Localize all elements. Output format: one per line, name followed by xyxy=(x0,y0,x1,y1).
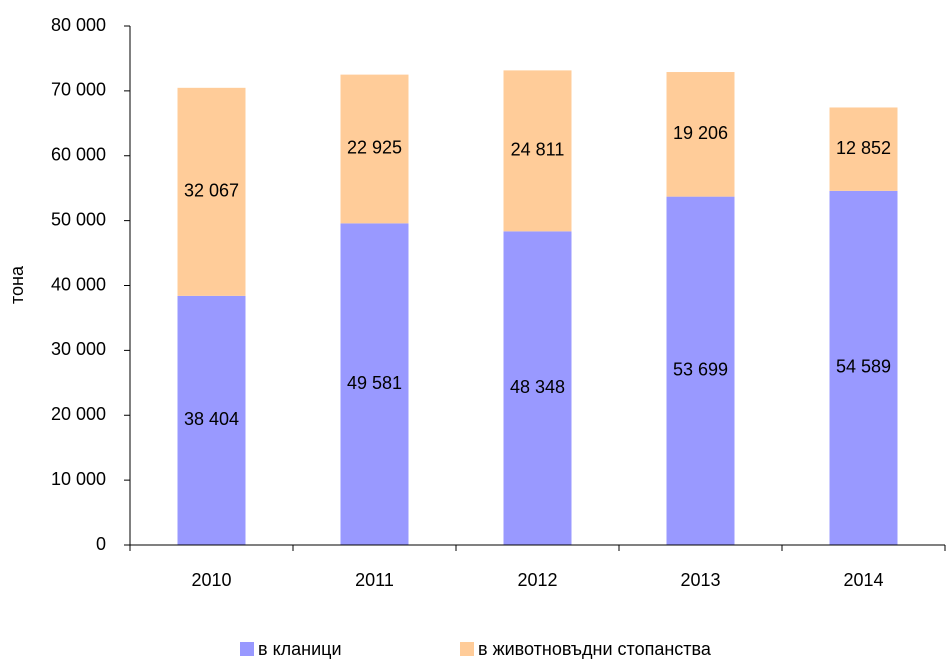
y-tick-label: 40 000 xyxy=(51,274,106,294)
data-label: 38 404 xyxy=(184,409,239,429)
data-label: 49 581 xyxy=(347,373,402,393)
data-label: 54 589 xyxy=(836,357,891,377)
bar-segment xyxy=(829,190,898,545)
data-label: 12 852 xyxy=(836,138,891,158)
x-tick-label: 2012 xyxy=(517,570,557,590)
legend-label: в кланици xyxy=(258,639,342,659)
y-axis-label: тона xyxy=(7,265,27,304)
legend-swatch xyxy=(240,642,254,656)
bar-segment xyxy=(340,223,409,545)
bar-segment xyxy=(340,74,409,224)
data-label: 19 206 xyxy=(673,123,728,143)
y-tick-label: 30 000 xyxy=(51,339,106,359)
data-label: 24 811 xyxy=(511,140,565,160)
bar-segment xyxy=(666,196,735,545)
y-tick-label: 0 xyxy=(96,534,106,554)
y-tick-label: 20 000 xyxy=(51,404,106,424)
x-tick-label: 2010 xyxy=(191,570,231,590)
legend-swatch xyxy=(460,642,474,656)
data-label: 22 925 xyxy=(347,138,402,158)
legend-label: в животновъдни стопанства xyxy=(478,639,712,659)
y-tick-label: 50 000 xyxy=(51,209,106,229)
data-label: 32 067 xyxy=(184,181,239,201)
x-tick-label: 2011 xyxy=(355,570,394,590)
data-label: 48 348 xyxy=(510,377,565,397)
y-tick-label: 70 000 xyxy=(51,80,106,100)
x-tick-label: 2013 xyxy=(680,570,720,590)
bar-segment xyxy=(503,70,572,232)
x-tick-label: 2014 xyxy=(843,570,883,590)
y-tick-label: 80 000 xyxy=(51,15,106,35)
bar-segment xyxy=(666,72,735,197)
bar-segment xyxy=(503,231,572,545)
bar-segment xyxy=(829,107,898,191)
data-label: 53 699 xyxy=(673,360,728,380)
y-tick-label: 10 000 xyxy=(51,469,106,489)
bar-segment xyxy=(177,295,246,545)
y-tick-label: 60 000 xyxy=(51,145,106,165)
bar-segment xyxy=(177,87,246,296)
